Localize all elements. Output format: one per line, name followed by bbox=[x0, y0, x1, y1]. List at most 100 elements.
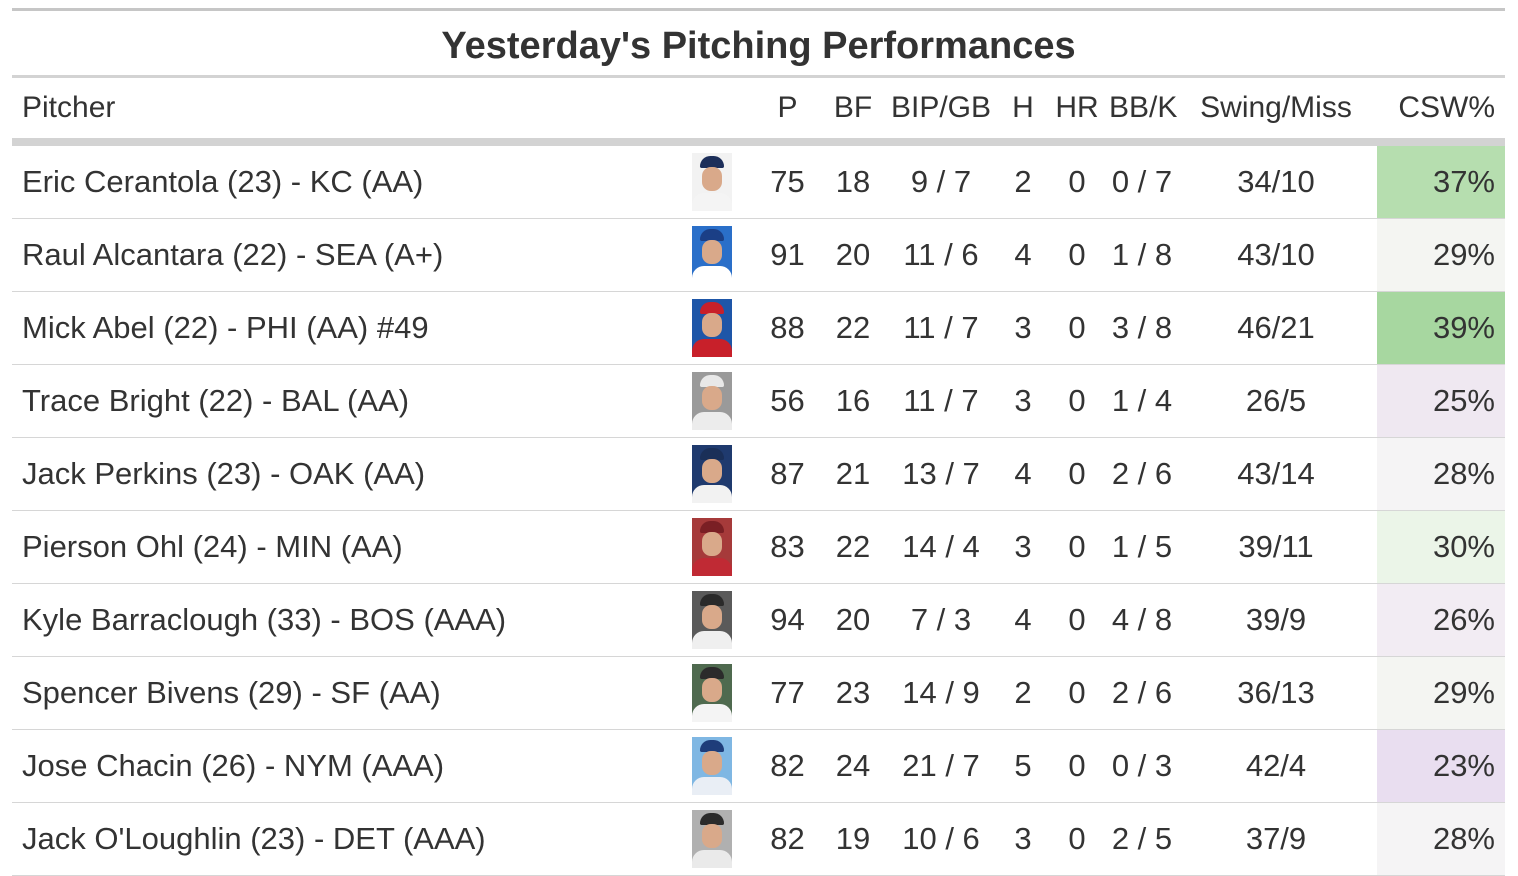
face-shape bbox=[702, 532, 722, 556]
col-header-p[interactable]: P bbox=[750, 78, 825, 146]
batters-faced-cell: 23 bbox=[825, 656, 881, 730]
bip-gb-cell: 13 / 7 bbox=[881, 437, 1001, 511]
col-header-bb-k[interactable]: BB/K bbox=[1109, 78, 1177, 146]
home-runs-cell: 0 bbox=[1045, 142, 1109, 219]
col-header-csw[interactable]: CSW% bbox=[1377, 78, 1505, 146]
player-headshot-icon bbox=[692, 810, 732, 868]
csw-cell: 37% bbox=[1377, 142, 1505, 219]
swing-miss-cell: 26/5 bbox=[1175, 364, 1377, 438]
home-runs-cell: 0 bbox=[1045, 656, 1109, 730]
batters-faced-cell: 22 bbox=[825, 291, 881, 365]
pitches-cell: 77 bbox=[750, 656, 825, 730]
pitches-cell: 94 bbox=[750, 583, 825, 657]
headshot-cell bbox=[674, 142, 750, 219]
csw-cell: 23% bbox=[1377, 729, 1505, 803]
pitching-table: Pitcher P BF BIP/GB H HR BB/K Swing/Miss… bbox=[12, 78, 1505, 876]
table-row: Pierson Ohl (24) - MIN (AA) 83 22 14 / 4… bbox=[12, 510, 1505, 584]
col-header-bf[interactable]: BF bbox=[825, 78, 881, 146]
batters-faced-cell: 21 bbox=[825, 437, 881, 511]
col-header-pitcher[interactable]: Pitcher bbox=[12, 78, 674, 146]
pitches-cell: 83 bbox=[750, 510, 825, 584]
batters-faced-cell: 24 bbox=[825, 729, 881, 803]
face-shape bbox=[702, 240, 722, 264]
jersey-shape bbox=[692, 339, 732, 357]
hits-cell: 3 bbox=[1001, 510, 1045, 584]
player-headshot-icon bbox=[692, 153, 732, 211]
table-row: Jack Perkins (23) - OAK (AA) 87 21 13 / … bbox=[12, 437, 1505, 511]
hits-cell: 3 bbox=[1001, 291, 1045, 365]
bip-gb-cell: 7 / 3 bbox=[881, 583, 1001, 657]
headshot-cell bbox=[674, 510, 750, 584]
pitcher-name: Kyle Barraclough (33) - BOS (AAA) bbox=[12, 583, 674, 657]
pitches-cell: 75 bbox=[750, 142, 825, 219]
table-row: Eric Cerantola (23) - KC (AA) 75 18 9 / … bbox=[12, 142, 1505, 219]
col-header-swing-miss[interactable]: Swing/Miss bbox=[1175, 78, 1377, 146]
csw-cell: 28% bbox=[1377, 802, 1505, 876]
table-title: Yesterday's Pitching Performances bbox=[12, 11, 1505, 78]
face-shape bbox=[702, 751, 722, 775]
hits-cell: 2 bbox=[1001, 656, 1045, 730]
home-runs-cell: 0 bbox=[1045, 583, 1109, 657]
cap-shape bbox=[700, 813, 724, 825]
player-headshot-icon bbox=[692, 591, 732, 649]
pitcher-name: Mick Abel (22) - PHI (AA) #49 bbox=[12, 291, 674, 365]
table-body: Eric Cerantola (23) - KC (AA) 75 18 9 / … bbox=[12, 142, 1505, 876]
headshot-cell bbox=[674, 291, 750, 365]
top-rule bbox=[12, 8, 1505, 11]
pitcher-name: Trace Bright (22) - BAL (AA) bbox=[12, 364, 674, 438]
face-shape bbox=[702, 459, 722, 483]
face-shape bbox=[702, 824, 722, 848]
csw-cell: 29% bbox=[1377, 218, 1505, 292]
cap-shape bbox=[700, 229, 724, 241]
bb-k-cell: 2 / 5 bbox=[1109, 802, 1175, 876]
col-header-h[interactable]: H bbox=[1001, 78, 1045, 146]
face-shape bbox=[702, 678, 722, 702]
col-header-hr[interactable]: HR bbox=[1045, 78, 1109, 146]
pitcher-name: Jack Perkins (23) - OAK (AA) bbox=[12, 437, 674, 511]
jersey-shape bbox=[692, 485, 732, 503]
player-headshot-icon bbox=[692, 299, 732, 357]
swing-miss-cell: 39/11 bbox=[1175, 510, 1377, 584]
headshot-cell bbox=[674, 218, 750, 292]
pitcher-name: Pierson Ohl (24) - MIN (AA) bbox=[12, 510, 674, 584]
home-runs-cell: 0 bbox=[1045, 729, 1109, 803]
table-row: Raul Alcantara (22) - SEA (A+) 91 20 11 … bbox=[12, 218, 1505, 292]
csw-cell: 28% bbox=[1377, 437, 1505, 511]
header-row: Pitcher P BF BIP/GB H HR BB/K Swing/Miss… bbox=[12, 78, 1505, 146]
bb-k-cell: 1 / 8 bbox=[1109, 218, 1175, 292]
pitches-cell: 82 bbox=[750, 729, 825, 803]
csw-cell: 29% bbox=[1377, 656, 1505, 730]
hits-cell: 5 bbox=[1001, 729, 1045, 803]
col-header-bip-gb[interactable]: BIP/GB bbox=[881, 78, 1001, 146]
batters-faced-cell: 20 bbox=[825, 218, 881, 292]
headshot-cell bbox=[674, 656, 750, 730]
cap-shape bbox=[700, 302, 724, 314]
csw-cell: 26% bbox=[1377, 583, 1505, 657]
headshot-cell bbox=[674, 364, 750, 438]
swing-miss-cell: 34/10 bbox=[1175, 142, 1377, 219]
jersey-shape bbox=[692, 631, 732, 649]
face-shape bbox=[702, 167, 722, 191]
pitching-table-widget: Yesterday's Pitching Performances Pitche… bbox=[12, 8, 1505, 876]
home-runs-cell: 0 bbox=[1045, 510, 1109, 584]
cap-shape bbox=[700, 667, 724, 679]
bb-k-cell: 1 / 5 bbox=[1109, 510, 1175, 584]
batters-faced-cell: 20 bbox=[825, 583, 881, 657]
headshot-cell bbox=[674, 802, 750, 876]
home-runs-cell: 0 bbox=[1045, 291, 1109, 365]
player-headshot-icon bbox=[692, 226, 732, 284]
bb-k-cell: 2 / 6 bbox=[1109, 437, 1175, 511]
csw-cell: 39% bbox=[1377, 291, 1505, 365]
jersey-shape bbox=[692, 850, 732, 868]
pitches-cell: 56 bbox=[750, 364, 825, 438]
table-row: Jack O'Loughlin (23) - DET (AAA) 82 19 1… bbox=[12, 802, 1505, 876]
bip-gb-cell: 9 / 7 bbox=[881, 142, 1001, 219]
col-header-headshot bbox=[674, 78, 750, 146]
csw-cell: 30% bbox=[1377, 510, 1505, 584]
jersey-shape bbox=[692, 412, 732, 430]
pitches-cell: 91 bbox=[750, 218, 825, 292]
pitcher-name: Eric Cerantola (23) - KC (AA) bbox=[12, 142, 674, 219]
jersey-shape bbox=[692, 704, 732, 722]
cap-shape bbox=[700, 594, 724, 606]
home-runs-cell: 0 bbox=[1045, 437, 1109, 511]
